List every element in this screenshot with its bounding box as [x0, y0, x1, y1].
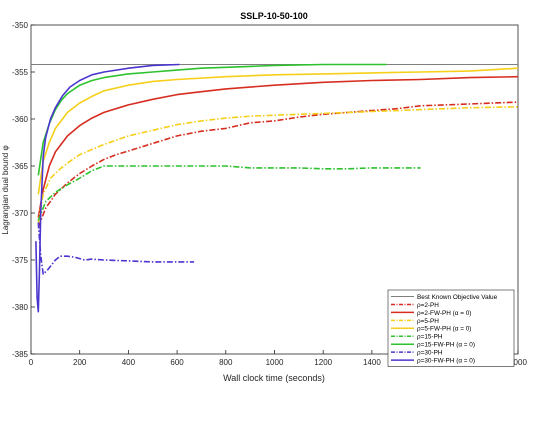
- y-tick-label: -380: [12, 303, 29, 312]
- y-axis-label: Lagrangian dual bound φ: [1, 145, 10, 234]
- series-line-1: [37, 101, 519, 228]
- chart-title: SSLP-10-50-100: [240, 11, 308, 21]
- series-lines: [31, 63, 519, 313]
- x-tick-label: 600: [170, 358, 184, 367]
- series-line-7: [37, 222, 195, 275]
- x-tick-label: 800: [219, 358, 233, 367]
- y-tick-label: -355: [12, 68, 29, 77]
- legend-label: ρ=2-FW-PH (α = 0): [417, 310, 471, 317]
- y-tick-label: -385: [12, 350, 29, 359]
- y-tick-label: -370: [12, 209, 29, 218]
- legend-label: ρ=2-PH: [417, 302, 439, 309]
- x-tick-label: 1400: [363, 358, 381, 367]
- legend-label: ρ=15-PH: [417, 334, 443, 341]
- series-line-5: [37, 165, 421, 221]
- y-tick-label: -365: [12, 162, 29, 171]
- y-tick-label: -350: [12, 21, 29, 30]
- legend-label: ρ=30-PH: [417, 350, 443, 357]
- x-tick-label: 1200: [314, 358, 332, 367]
- legend-label: ρ=30-FW-PH (α = 0): [417, 358, 475, 365]
- series-line-3: [37, 106, 519, 223]
- x-tick-label: 2000: [509, 358, 527, 367]
- series-line-8: [35, 63, 180, 313]
- x-axis-label: Wall clock time (seconds): [223, 373, 325, 383]
- y-tick-label: -375: [12, 256, 29, 265]
- x-tick-label: 200: [73, 358, 87, 367]
- x-tick-label: 1000: [266, 358, 284, 367]
- y-axis: -350 -355 -360 -365 -370 -375 -380 -385: [12, 21, 35, 359]
- x-tick-label: 400: [122, 358, 136, 367]
- y-tick-label: -360: [12, 115, 29, 124]
- legend-label: Best Known Objective Value: [417, 294, 498, 301]
- series-line-4: [37, 67, 519, 195]
- x-tick-label: 0: [29, 358, 34, 367]
- legend-label: ρ=5-PH: [417, 318, 439, 325]
- legend-label: ρ=15-FW-PH (α = 0): [417, 342, 475, 349]
- series-line-2: [37, 75, 519, 218]
- legend-label: ρ=5-FW-PH (α = 0): [417, 326, 471, 333]
- legend: Best Known Objective Valueρ=2-PHρ=2-FW-P…: [387, 289, 515, 367]
